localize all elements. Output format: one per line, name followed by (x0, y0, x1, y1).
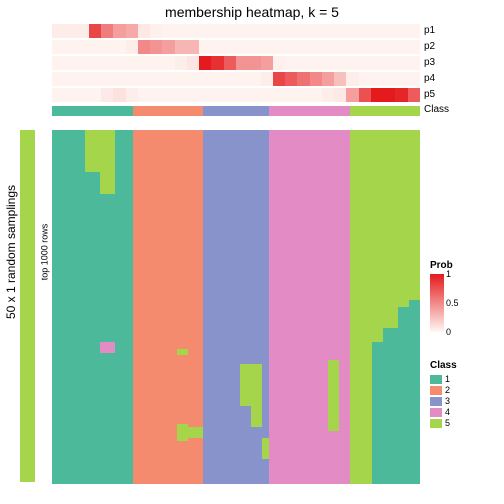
heatmap-column (350, 130, 361, 484)
heatmap-column (214, 130, 225, 484)
heatmap-column (133, 130, 148, 484)
prob-row-label: p2 (424, 40, 435, 54)
probability-legend: Prob 10.50 (430, 260, 500, 334)
heatmap-column (339, 130, 350, 484)
class-swatch-2: 2 (430, 385, 500, 395)
prob-row-p2: p2 (52, 40, 420, 54)
heatmap-column (398, 130, 409, 484)
heatmap-column (162, 130, 177, 484)
prob-row-p4: p4 (52, 72, 420, 86)
heatmap-column (59, 130, 66, 484)
class-swatches: 12345 (430, 374, 500, 428)
prob-row-label: p4 (424, 72, 435, 86)
heatmap-column (115, 130, 133, 484)
sampling-sidebar (20, 130, 35, 482)
heatmap-column (85, 130, 100, 484)
heatmap-column (251, 130, 262, 484)
membership-heatmap: membership heatmap, k = 5 50 x 1 random … (0, 0, 504, 504)
heatmap-matrix (52, 130, 420, 484)
class-swatch-1: 1 (430, 374, 500, 384)
prob-row-label: p3 (424, 56, 435, 70)
prob-row-p1: p1 (52, 24, 420, 38)
heatmap-column (52, 130, 59, 484)
heatmap-column (361, 130, 372, 484)
heatmap-column (269, 130, 284, 484)
heatmap-column (409, 130, 420, 484)
legend-title: Class (430, 360, 500, 371)
heatmap-column (262, 130, 269, 484)
legend-title: Prob (430, 260, 500, 271)
heatmap-column (328, 130, 339, 484)
heatmap-column (177, 130, 188, 484)
heatmap-column (240, 130, 251, 484)
y-axis-label-outer: 50 x 1 random samplings (4, 0, 18, 504)
y-axis-label-inner: top 1000 rows (38, 0, 50, 504)
heatmap-column (225, 130, 240, 484)
heatmap-column (383, 130, 398, 484)
class-row-label: Class (424, 104, 449, 115)
heatmap-column (298, 130, 313, 484)
heatmap-column (203, 130, 214, 484)
heatmap-column (313, 130, 328, 484)
prob-row-label: p1 (424, 24, 435, 38)
class-swatch-4: 4 (430, 407, 500, 417)
probability-annotation-rows: p1 p2 p3 p4 p5 (52, 24, 420, 104)
heatmap-column (188, 130, 203, 484)
class-swatch-5: 5 (430, 418, 500, 428)
prob-row-label: p5 (424, 88, 435, 102)
class-legend: Class 12345 (430, 360, 500, 429)
class-annotation-row: Class (52, 106, 420, 116)
prob-row-p5: p5 (52, 88, 420, 102)
heatmap-column (78, 130, 85, 484)
prob-row-p3: p3 (52, 56, 420, 70)
heatmap-column (100, 130, 115, 484)
plot-area: p1 p2 p3 p4 p5 Class (52, 24, 420, 484)
chart-title: membership heatmap, k = 5 (0, 4, 504, 20)
probability-gradient: 10.50 (430, 274, 444, 332)
heatmap-column (372, 130, 383, 484)
class-swatch-3: 3 (430, 396, 500, 406)
heatmap-column (284, 130, 299, 484)
heatmap-column (67, 130, 78, 484)
heatmap-column (148, 130, 163, 484)
